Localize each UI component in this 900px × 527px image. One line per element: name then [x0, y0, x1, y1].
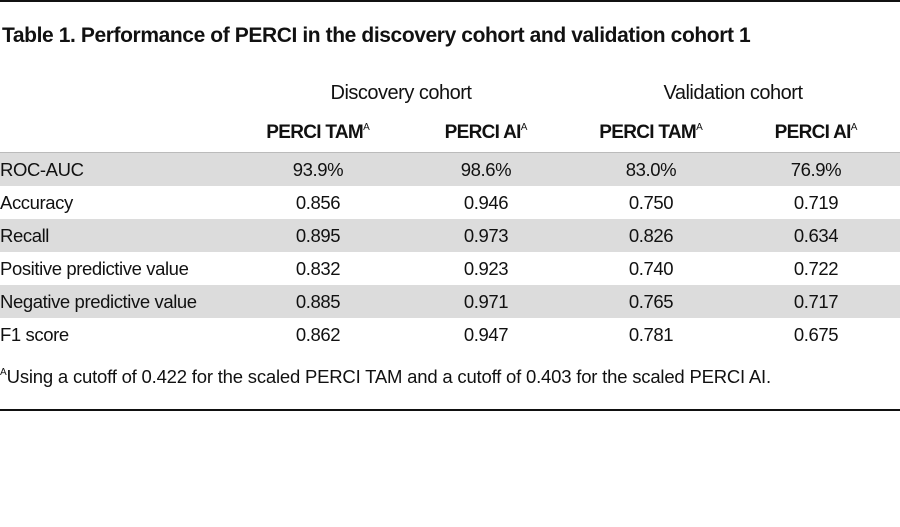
- header-rule: [0, 152, 900, 153]
- cell-value: 0.634: [793, 225, 839, 246]
- column-footnote-marker: A: [520, 122, 528, 133]
- row-label: F1 score: [0, 324, 69, 345]
- cell-value: 0.856: [295, 192, 341, 213]
- group-header: Discovery cohort: [330, 82, 472, 104]
- row-background: [0, 318, 900, 351]
- cell-value: 0.971: [463, 291, 509, 312]
- footnote: AUsing a cutoff of 0.422 for the scaled …: [0, 366, 771, 388]
- row-label: Negative predictive value: [0, 291, 197, 312]
- cell-value: 0.832: [295, 258, 341, 279]
- cell-value: 0.946: [463, 192, 509, 213]
- footnote-text: Using a cutoff of 0.422 for the scaled P…: [6, 366, 771, 387]
- cell-value: 76.9%: [790, 159, 842, 180]
- row-label: Recall: [0, 225, 50, 246]
- cell-value: 0.862: [295, 324, 341, 345]
- column-footnote-marker: A: [696, 122, 703, 133]
- cell-value: 0.885: [295, 291, 341, 312]
- row-background: [0, 219, 900, 252]
- cell-value: 0.750: [628, 192, 674, 213]
- cell-value: 0.722: [793, 258, 839, 279]
- cell-value: 0.973: [463, 225, 509, 246]
- row-label: ROC-AUC: [0, 159, 84, 180]
- cell-value: 0.826: [628, 225, 674, 246]
- top-rule: [0, 0, 900, 2]
- column-label: PERCI AI: [774, 122, 852, 143]
- row-background: [0, 285, 900, 318]
- cell-value: 0.765: [628, 291, 674, 312]
- cell-value: 98.6%: [460, 159, 512, 180]
- cell-value: 0.740: [628, 258, 674, 279]
- row-background: [0, 153, 900, 186]
- row-background: [0, 252, 900, 285]
- row-background: [0, 186, 900, 219]
- cell-value: 0.675: [793, 324, 839, 345]
- column-label: PERCI AI: [444, 122, 522, 143]
- cell-value: 0.895: [295, 225, 341, 246]
- cell-value: 0.717: [793, 291, 839, 312]
- column-label: PERCI TAM: [266, 122, 364, 143]
- table-title: Table 1. Performance of PERCI in the dis…: [2, 24, 751, 47]
- cell-value: 0.923: [463, 258, 509, 279]
- cell-value: 0.719: [793, 192, 839, 213]
- cell-value: 0.781: [628, 324, 674, 345]
- column-header: PERCI TAMA: [599, 122, 702, 144]
- row-label: Positive predictive value: [0, 258, 189, 279]
- column-label: PERCI TAM: [599, 122, 697, 143]
- footnote-marker: A: [0, 367, 7, 378]
- row-label: Accuracy: [0, 192, 73, 213]
- bottom-rule: [0, 409, 900, 411]
- column-header: PERCI AIA: [445, 122, 528, 144]
- column-footnote-marker: A: [363, 122, 370, 133]
- column-header: PERCI AIA: [775, 122, 858, 144]
- cell-value: 0.947: [463, 324, 509, 345]
- column-footnote-marker: A: [850, 122, 858, 133]
- group-header: Validation cohort: [663, 82, 804, 104]
- cell-value: 83.0%: [625, 159, 677, 180]
- cell-value: 93.9%: [292, 159, 344, 180]
- column-header: PERCI TAMA: [266, 122, 369, 144]
